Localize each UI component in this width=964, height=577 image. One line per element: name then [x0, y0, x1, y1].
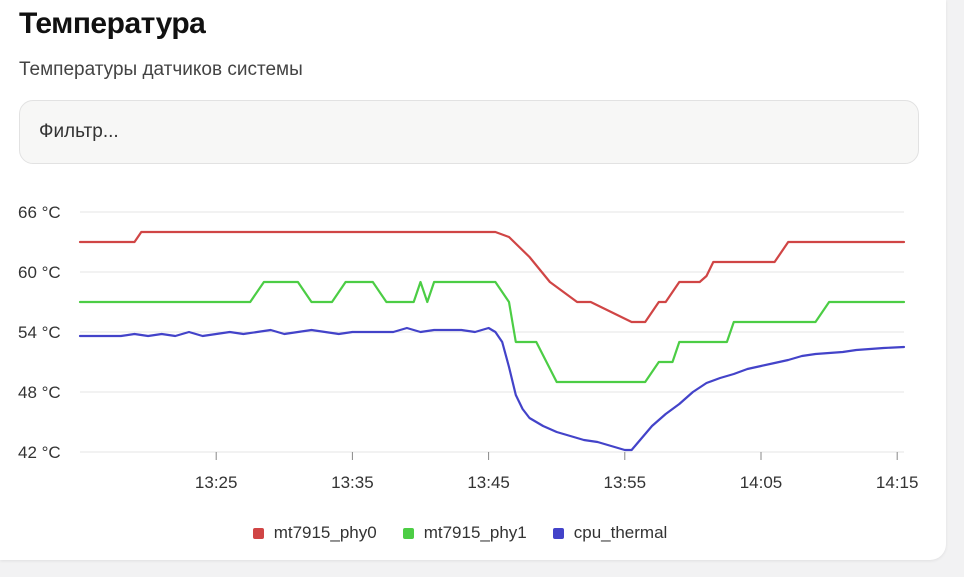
legend-label: mt7915_phy1 [423, 523, 527, 542]
page-title: Температура [19, 7, 206, 40]
y-axis: 66 °C 60 °C 54 °C 48 °C 42 °C [18, 203, 61, 462]
y-tick-label: 60 °C [18, 263, 61, 282]
chart-legend: mt7915_phy0 mt7915_phy1 cpu_thermal [0, 523, 920, 543]
x-axis: 13:25 13:35 13:45 13:55 14:05 14:15 [195, 452, 919, 492]
y-tick-label: 42 °C [18, 443, 61, 462]
page-subtitle: Температуры датчиков системы [19, 59, 303, 80]
series-line-cpu_thermal [78, 326, 906, 452]
legend-item[interactable]: mt7915_phy0 [252, 523, 377, 543]
legend-swatch [552, 527, 564, 539]
filter-input[interactable] [19, 100, 919, 164]
x-tick-label: 14:05 [740, 473, 783, 492]
x-tick-label: 13:45 [467, 473, 510, 492]
legend-label: mt7915_phy0 [273, 523, 377, 542]
grid-lines [80, 211, 904, 453]
x-tick-label: 13:35 [331, 473, 374, 492]
x-tick-label: 13:55 [604, 473, 647, 492]
series-line-mt7915_phy1 [78, 280, 906, 384]
series-line-mt7915_phy0 [78, 230, 906, 324]
legend-label: cpu_thermal [573, 523, 668, 542]
legend-item[interactable]: cpu_thermal [552, 523, 668, 543]
temperature-chart: 66 °C 60 °C 54 °C 48 °C 42 °C 13:25 13:35 13:4… [18, 203, 919, 492]
x-tick-label: 13:25 [195, 473, 238, 492]
y-tick-label: 54 °C [18, 323, 61, 342]
legend-swatch [402, 527, 414, 539]
y-tick-label: 66 °C [18, 203, 61, 222]
legend-swatch [252, 527, 264, 539]
x-tick-label: 14:15 [876, 473, 919, 492]
y-tick-label: 48 °C [18, 383, 61, 402]
series-lines [78, 230, 906, 452]
legend-item[interactable]: mt7915_phy1 [402, 523, 527, 543]
temperature-card: Температура Температуры датчиков системы… [0, 0, 946, 560]
